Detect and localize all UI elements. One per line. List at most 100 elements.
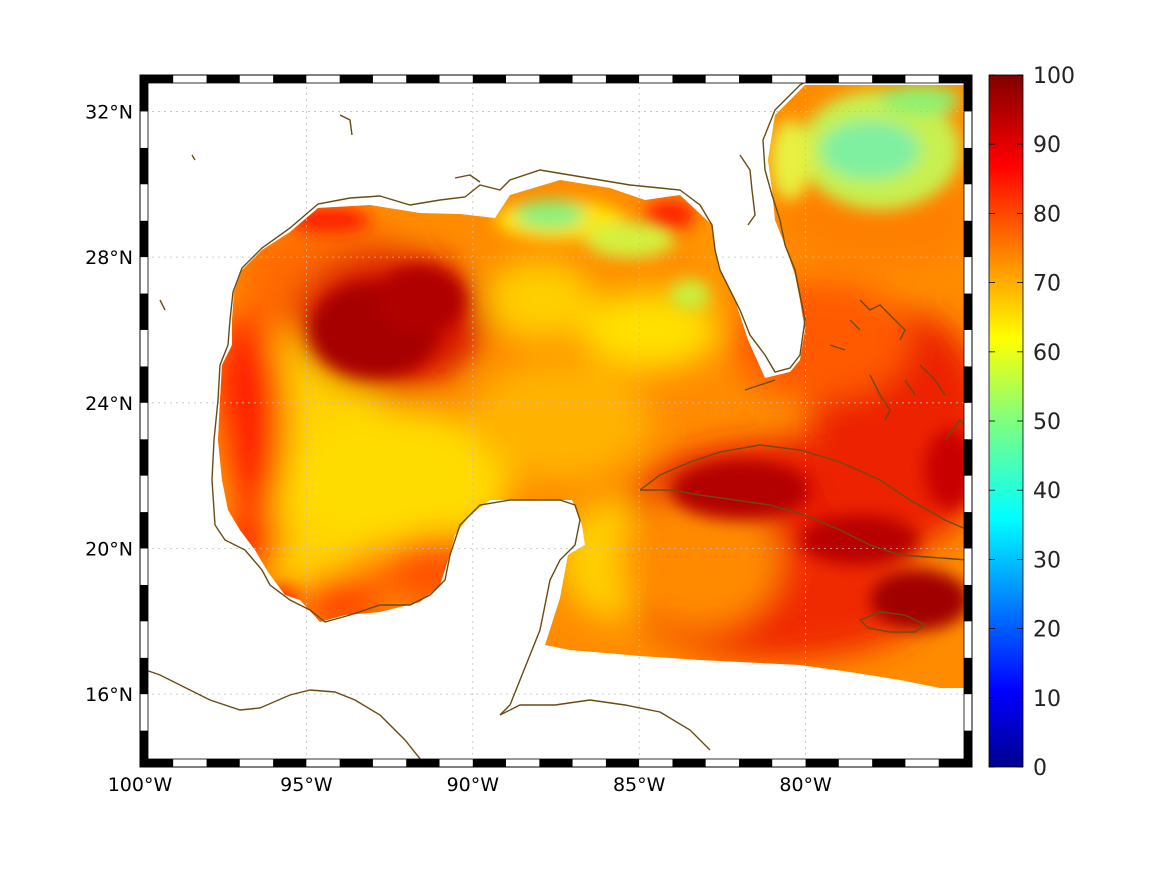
colorbar-tick-label: 50 <box>1033 410 1061 435</box>
frame-band <box>672 759 706 767</box>
frame-band <box>838 75 873 83</box>
frame-band <box>140 657 148 695</box>
colorbar-tick-label: 80 <box>1033 202 1061 227</box>
frame-band <box>306 759 340 767</box>
frame-band <box>506 759 540 767</box>
frame-band <box>964 293 972 330</box>
frame-band <box>140 257 148 294</box>
frame-band <box>273 759 307 767</box>
frame-band <box>140 366 148 403</box>
frame-band <box>805 75 839 83</box>
frame-band <box>964 257 972 294</box>
x-tick-labels: 100°W 95°W 90°W 85°W 80°W <box>108 774 832 796</box>
y-tick-label: 28°N <box>85 247 133 269</box>
x-tick-label: 85°W <box>613 774 666 796</box>
frame-band <box>206 759 240 767</box>
frame-band <box>140 759 174 767</box>
frame-band <box>964 657 972 695</box>
frame-band <box>605 759 640 767</box>
frame-band <box>339 75 373 83</box>
frame-band <box>140 402 148 440</box>
frame-band <box>838 759 873 767</box>
colorbar-tick-label: 60 <box>1033 341 1061 366</box>
frame-band <box>140 220 148 258</box>
map-frame <box>139 74 973 768</box>
x-tick-label: 80°W <box>779 774 832 796</box>
frame-band <box>964 584 972 622</box>
frame-band <box>339 759 373 767</box>
frame-band <box>439 75 473 83</box>
frame-band <box>938 759 972 767</box>
frame-band <box>964 621 972 658</box>
frame-band <box>140 584 148 622</box>
frame-band <box>964 548 972 585</box>
frame-band <box>964 220 972 258</box>
x-tick-label: 95°W <box>280 774 333 796</box>
frame-band <box>140 147 148 185</box>
frame-band <box>140 694 148 731</box>
colorbar-tick-label: 20 <box>1033 618 1061 643</box>
frame-band <box>173 759 207 767</box>
frame-band <box>206 75 240 83</box>
frame-band <box>964 147 972 185</box>
y-tick-label: 32°N <box>85 101 133 123</box>
frame-band <box>539 759 573 767</box>
frame-band <box>140 293 148 330</box>
frame-band <box>964 366 972 403</box>
frame-band <box>772 759 806 767</box>
frame-band <box>964 402 972 440</box>
frame-band <box>306 75 340 83</box>
frame-band <box>938 75 972 83</box>
frame-band <box>140 512 148 549</box>
y-tick-label: 16°N <box>85 684 133 706</box>
frame-band <box>140 730 148 767</box>
frame-band <box>739 759 773 767</box>
frame-band <box>273 75 307 83</box>
frame-band <box>140 548 148 585</box>
frame-band <box>140 75 148 112</box>
frame-band <box>605 75 640 83</box>
frame-band <box>639 75 673 83</box>
heatmap-field <box>218 85 968 688</box>
frame-band <box>772 75 806 83</box>
graticule <box>140 75 972 767</box>
frame-band <box>140 111 148 148</box>
frame-band <box>964 184 972 221</box>
coastline <box>139 77 969 766</box>
frame-band <box>140 475 148 513</box>
frame-band <box>739 75 773 83</box>
frame-band <box>639 759 673 767</box>
x-tick-label: 100°W <box>108 774 173 796</box>
frame-band <box>173 75 207 83</box>
frame-band <box>140 329 148 367</box>
frame-band <box>472 75 507 83</box>
colorbar-tick-label: 30 <box>1033 548 1061 573</box>
colorbar-tick-label: 10 <box>1033 687 1061 712</box>
frame-band <box>572 759 606 767</box>
frame-band <box>964 694 972 731</box>
frame-band <box>140 621 148 658</box>
frame-band <box>572 75 606 83</box>
frame-band <box>964 512 972 549</box>
colorbar-tick-label: 40 <box>1033 479 1061 504</box>
frame-band <box>239 759 274 767</box>
colorbar-tick-label: 90 <box>1033 133 1061 158</box>
frame-band <box>705 759 740 767</box>
y-tick-label: 20°N <box>85 538 133 560</box>
frame-band <box>539 75 573 83</box>
frame-band <box>964 475 972 513</box>
x-tick-label: 90°W <box>447 774 500 796</box>
frame-band <box>140 184 148 221</box>
frame-band <box>805 759 839 767</box>
frame-band <box>506 75 540 83</box>
frame-band <box>905 759 939 767</box>
frame-band <box>672 75 706 83</box>
frame-band <box>140 439 148 476</box>
frame-band <box>964 439 972 476</box>
colorbar-tick-label: 100 <box>1033 64 1075 89</box>
frame-band <box>964 75 972 112</box>
frame-band <box>872 75 906 83</box>
frame-band <box>372 75 407 83</box>
frame-band <box>472 759 507 767</box>
